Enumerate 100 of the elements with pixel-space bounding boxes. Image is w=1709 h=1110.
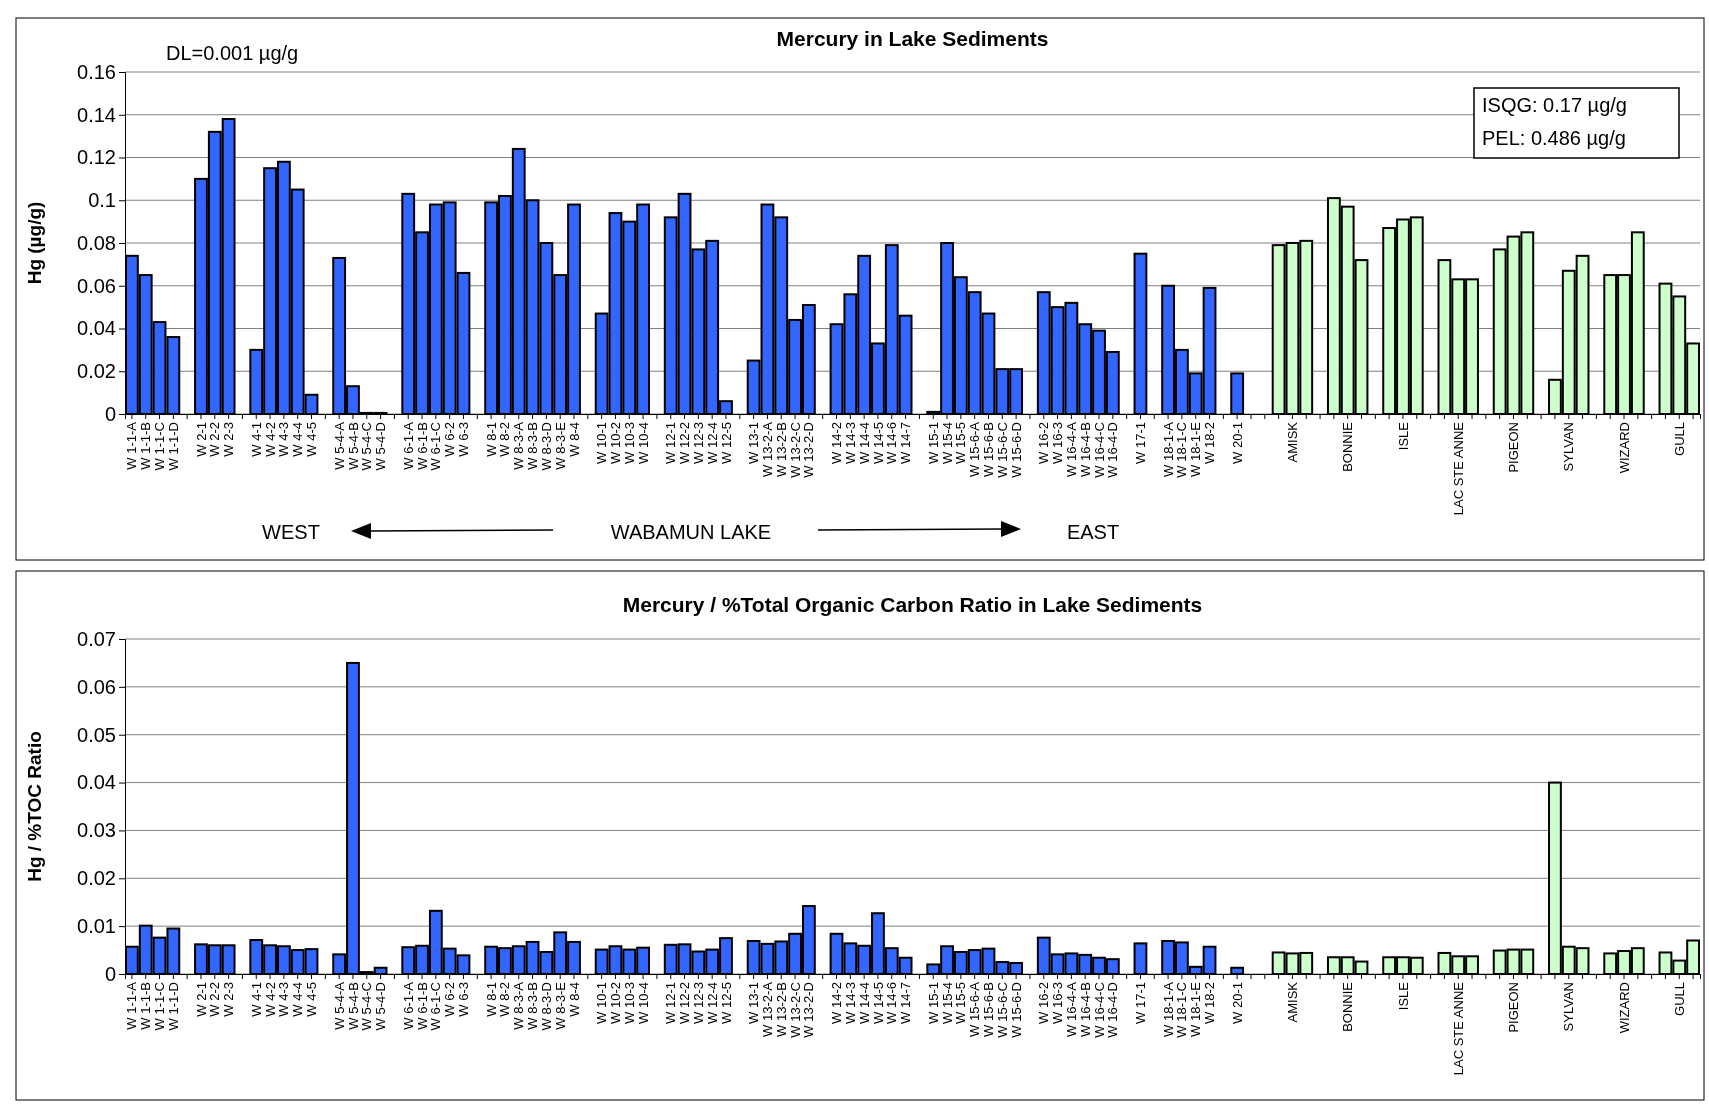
x-tick-label: WIZARD [1616, 422, 1632, 474]
x-tick-label: W 15-5 [953, 422, 969, 464]
x-tick-label: W 6-1-A [400, 981, 416, 1030]
x-tick-label: W 8-1 [483, 422, 499, 457]
x-tick-label: W 17-1 [1133, 422, 1149, 464]
x-tick-label: W 4-5 [304, 982, 320, 1017]
x-tick-label: BONNIE [1340, 421, 1356, 472]
y-axis-title: Hg (µg/g) [24, 201, 45, 285]
y-tick-label: 0.02 [77, 867, 116, 890]
y-tick-label: 0.02 [77, 360, 116, 383]
x-tick-label: W 8-3-E [552, 421, 568, 470]
x-tick-label: W 14-5 [870, 982, 886, 1024]
x-tick-label: SYLVAN [1561, 982, 1577, 1032]
x-tick-label: W 16-4-C [1091, 422, 1107, 478]
x-tick-label: W 16-4-C [1091, 982, 1107, 1038]
x-tick-label: W 10-3 [621, 422, 637, 464]
x-tick-label: W 2-2 [207, 422, 223, 457]
x-tick-label: AMISK [1284, 981, 1300, 1023]
x-tick-label: W 10-1 [594, 982, 610, 1024]
x-tick-label: LAC STE ANNE [1450, 421, 1466, 516]
x-tick-label: W 8-3-B [525, 422, 541, 470]
x-tick-label: W 8-4 [566, 422, 582, 457]
x-tick-label: W 13-2-A [759, 981, 775, 1037]
text: WEST [262, 521, 320, 543]
x-tick-label: W 4-2 [262, 982, 278, 1017]
x-tick-label: W 6-1-B [414, 982, 430, 1030]
x-tick-label: W 2-1 [193, 422, 209, 457]
x-tick-label: ISLE [1395, 421, 1411, 451]
text: DL=0.001 µg/g [166, 42, 299, 64]
x-tick-label: W 17-1 [1133, 982, 1149, 1024]
x-tick-label: W 14-3 [842, 982, 858, 1024]
x-tick-label: W 14-3 [842, 422, 858, 464]
y-tick-label: 0.01 [77, 915, 116, 938]
x-tick-label: W 18-2 [1202, 982, 1218, 1024]
x-tick-label: W 14-5 [870, 422, 886, 464]
x-tick-label: W 16-4-A [1063, 981, 1079, 1037]
text: WABAMUN LAKE [610, 521, 772, 543]
x-tick-label: W 12-4 [704, 982, 720, 1024]
y-tick-label: 0.1 [88, 189, 116, 212]
x-tick-label: W 18-1-C [1174, 982, 1190, 1038]
x-tick-label: W 16-4-D [1105, 982, 1121, 1038]
x-tick-label: W 5-4-C [359, 422, 375, 471]
x-tick-label: W 20-1 [1229, 422, 1245, 464]
x-tick-label: W 16-4-A [1063, 421, 1079, 477]
x-tick-label: W 8-3-D [538, 982, 554, 1031]
x-tick-label: W 12-4 [704, 422, 720, 464]
x-tick-label: W 15-1 [925, 422, 941, 464]
x-tick-label: W 16-3 [1050, 422, 1066, 464]
y-tick-label: 0.04 [77, 317, 116, 340]
x-tick-label: W 12-3 [690, 982, 706, 1024]
x-tick-label: GULL [1671, 422, 1687, 456]
x-tick-label: W 8-3-D [538, 422, 554, 471]
x-tick-label: W 13-1 [746, 422, 762, 464]
x-tick-label: W 8-3-A [511, 421, 527, 470]
x-tick-label: W 6-3 [456, 982, 472, 1017]
x-tick-label: W 4-3 [276, 422, 292, 457]
x-tick-label: W 2-3 [221, 422, 237, 457]
x-tick-label: W 1-1-A [124, 421, 140, 470]
x-tick-label: W 12-2 [677, 982, 693, 1024]
chart-title: Mercury in Lake Sediments [776, 27, 1049, 50]
x-tick-label: AMISK [1284, 421, 1300, 463]
x-tick-label: BONNIE [1340, 981, 1356, 1032]
x-tick-label: W 14-6 [884, 982, 900, 1024]
x-tick-label: W 5-4-D [373, 982, 389, 1031]
y-tick-label: 0 [104, 962, 116, 985]
x-tick-label: WIZARD [1616, 982, 1632, 1034]
x-tick-label: W 12-5 [718, 982, 734, 1024]
x-tick-label: W 16-4-D [1105, 422, 1121, 478]
y-tick-label: 0.06 [77, 274, 116, 297]
x-tick-label: W 14-2 [829, 982, 845, 1024]
x-tick-label: W 6-1-C [428, 982, 444, 1031]
x-tick-label: W 1-1-D [165, 982, 181, 1031]
x-tick-label: W 6-1-B [414, 422, 430, 470]
y-axis-title: Hg / %TOC Ratio [24, 731, 45, 882]
x-tick-label: W 6-2 [442, 422, 458, 457]
y-tick-label: 0.05 [77, 723, 116, 746]
y-tick-label: 0.04 [77, 771, 116, 794]
x-tick-label: W 13-2-C [787, 982, 803, 1038]
y-tick-label: 0.14 [77, 103, 116, 126]
y-tick-label: 0.12 [77, 146, 116, 169]
x-tick-label: W 13-2-B [773, 982, 789, 1037]
x-tick-label: W 13-2-C [787, 422, 803, 478]
x-tick-label: W 14-2 [829, 422, 845, 464]
x-tick-label: W 16-2 [1036, 422, 1052, 464]
x-tick-label: W 10-4 [635, 982, 651, 1024]
x-tick-label: W 15-6-A [967, 421, 983, 477]
x-tick-label: W 18-2 [1202, 422, 1218, 464]
x-tick-label: W 4-1 [248, 982, 264, 1017]
x-tick-label: W 14-4 [856, 422, 872, 464]
x-tick-label: W 6-1-C [428, 422, 444, 471]
y-tick-label: 0.08 [77, 231, 116, 254]
x-tick-label: PIGEON [1506, 422, 1522, 473]
x-tick-label: W 16-4-B [1077, 422, 1093, 477]
x-tick-label: W 14-6 [884, 422, 900, 464]
x-tick-label: W 8-2 [497, 982, 513, 1017]
x-tick-label: W 15-4 [939, 982, 955, 1024]
x-tick-label: W 12-2 [677, 422, 693, 464]
x-tick-label: W 12-3 [690, 422, 706, 464]
x-tick-label: W 16-2 [1036, 982, 1052, 1024]
x-tick-label: W 5-4-B [345, 422, 361, 470]
